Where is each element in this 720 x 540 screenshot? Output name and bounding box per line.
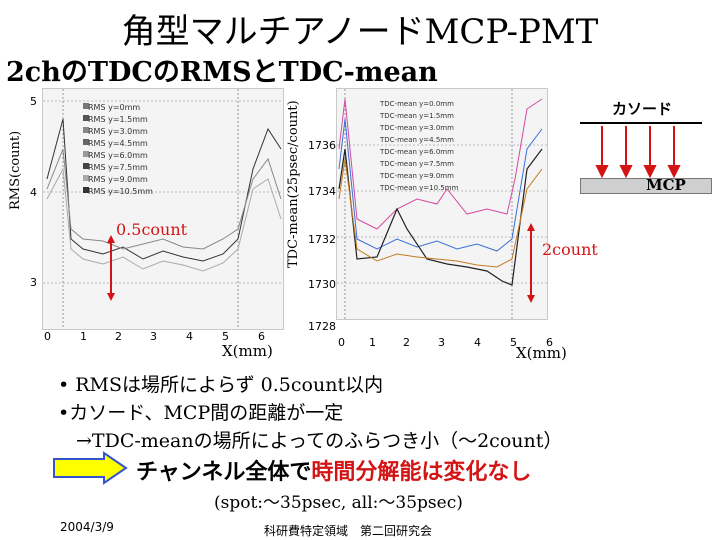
right-plot-xlabel: X(mm)	[516, 344, 567, 362]
left-plot-xlabel: X(mm)	[222, 342, 273, 360]
left-ytick: 3	[30, 276, 37, 289]
arrow-head-icon	[595, 165, 609, 178]
footer-event: 科研費特定領域 第二回研究会	[264, 524, 433, 538]
left-xtick: 6	[258, 330, 265, 343]
right-annotation: 2count	[542, 240, 598, 259]
left-series-line	[46, 167, 282, 272]
spot-line: (spot:～35psec, all:～35psec)	[214, 493, 463, 513]
right-ytick: 1736	[308, 139, 336, 152]
arrow-head-icon	[527, 295, 535, 303]
left-xtick: 4	[186, 330, 193, 343]
left-xtick: 3	[150, 330, 157, 343]
left-xtick: 0	[44, 330, 51, 343]
legend-item: RMS y=0mm	[88, 103, 141, 112]
left-ytick: 5	[30, 95, 37, 108]
legend-marker	[83, 187, 89, 193]
right-plot-area	[336, 88, 548, 320]
electron-arrows	[595, 126, 681, 178]
legend-marker	[83, 163, 89, 169]
left-series-line	[46, 118, 282, 262]
conclusion: チャンネル全体で時間分解能は変化なし	[136, 454, 531, 486]
legend-marker	[83, 103, 89, 109]
bullet-tdc-mean: →TDC-meanの場所によってのふらつき小（～2count）	[76, 430, 563, 452]
left-annotation: 0.5count	[116, 220, 188, 239]
left-plot-svg	[43, 89, 283, 329]
legend-marker	[83, 151, 89, 157]
conclusion-part2: 時間分解能は変化なし	[311, 460, 532, 485]
right-ytick: 1728	[308, 320, 336, 333]
arrow-head-icon	[667, 165, 681, 178]
legend-item: TDC-mean y=6.0mm	[380, 148, 454, 156]
legend-item: RMS y=3.0mm	[88, 127, 148, 136]
right-xtick: 1	[369, 336, 376, 349]
right-xtick: 3	[438, 336, 445, 349]
right-ytick: 1732	[308, 233, 336, 246]
right-xtick: 6	[546, 336, 553, 349]
left-plot-area	[42, 88, 284, 330]
legend-marker	[83, 115, 89, 121]
legend-item: RMS y=9.0mm	[88, 175, 148, 184]
legend-marker	[83, 139, 89, 145]
left-xtick: 1	[80, 330, 87, 343]
arrow-head-icon	[643, 165, 657, 178]
legend-item: TDC-mean y=4.5mm	[380, 136, 454, 144]
footer-date: 2004/3/9	[60, 520, 114, 534]
right-ytick: 1734	[308, 185, 336, 198]
left-legend-text: RMS y=0mm RMS y=1.5mm RMS y=3.0mm RMS y=…	[88, 102, 153, 198]
cathode-label: カソード	[612, 100, 673, 118]
right-xtick: 2	[403, 336, 410, 349]
slide-subtitle: 2chのTDCのRMSとTDC-mean	[6, 57, 438, 88]
conclusion-part1: チャンネル全体で	[136, 460, 312, 485]
right-xtick: 0	[338, 336, 345, 349]
left-ytick: 4	[30, 186, 37, 199]
arrow-head-icon	[619, 165, 633, 178]
legend-item: TDC-mean y=1.5mm	[380, 112, 454, 120]
arrow-head-icon	[527, 223, 535, 231]
legend-item: TDC-mean y=3.0mm	[380, 124, 454, 132]
legend-item: RMS y=1.5mm	[88, 115, 148, 124]
right-series-line	[338, 118, 543, 252]
legend-item: RMS y=4.5mm	[88, 139, 148, 148]
bullet-distance: •カソード、MCP間の距離が一定	[58, 402, 344, 424]
bullet-rms: • RMSは場所によらず 0.5count以内	[58, 374, 384, 396]
legend-item: TDC-mean y=7.5mm	[380, 160, 454, 168]
left-xtick: 5	[222, 330, 229, 343]
legend-item: TDC-mean y=0.0mm	[380, 100, 454, 108]
legend-item: RMS y=10.5mm	[88, 187, 153, 196]
mcp-label: MCP	[646, 176, 686, 194]
right-arrow-icon	[53, 451, 128, 485]
right-ytick: 1730	[308, 278, 336, 291]
mcp-bar	[580, 178, 712, 194]
left-legend	[83, 103, 89, 193]
right-series-line	[338, 148, 543, 286]
right-plot-svg	[337, 89, 547, 319]
right-series-line	[338, 98, 543, 230]
arrow-head-icon	[107, 293, 115, 301]
arrow-head-icon	[107, 235, 115, 243]
right-xtick: 4	[474, 336, 481, 349]
cathode-line	[580, 122, 702, 124]
right-plot-ylabel: TDC-mean(25psec/count)	[286, 100, 301, 268]
legend-item: RMS y=7.5mm	[88, 163, 148, 172]
right-xtick: 5	[510, 336, 517, 349]
right-legend-text: TDC-mean y=0.0mm TDC-mean y=1.5mm TDC-me…	[380, 98, 458, 194]
right-series-line	[338, 158, 543, 268]
left-plot-ylabel: RMS(count)	[8, 130, 23, 210]
left-xtick: 2	[115, 330, 122, 343]
slide-title: 角型マルチアノードMCP-PMT	[121, 12, 599, 52]
legend-item: TDC-mean y=9.0mm	[380, 172, 454, 180]
legend-marker	[83, 127, 89, 133]
legend-item: TDC-mean y=10.5mm	[380, 184, 459, 192]
legend-marker	[83, 175, 89, 181]
legend-item: RMS y=6.0mm	[88, 151, 148, 160]
left-series-line	[46, 148, 282, 250]
